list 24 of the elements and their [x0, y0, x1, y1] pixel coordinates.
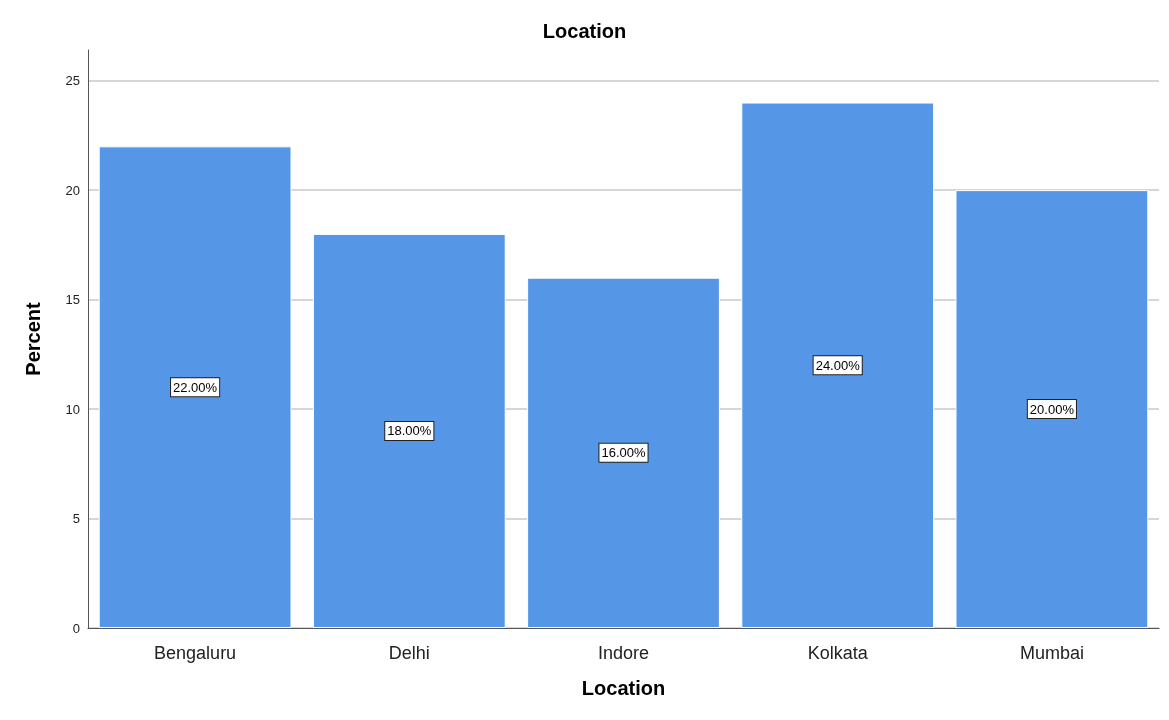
x-tick-label: Kolkata: [807, 643, 869, 663]
y-tick-label: 5: [72, 511, 80, 527]
x-tick-label: Delhi: [388, 643, 430, 663]
x-tick-label: Indore: [597, 643, 650, 663]
y-tick-label: 25: [65, 73, 80, 89]
bar: [527, 277, 720, 628]
bar: [98, 146, 292, 628]
chart-title: Location: [542, 20, 627, 42]
data-label: 24.00%: [815, 357, 861, 373]
y-tick-label: 10: [65, 401, 80, 417]
x-tick-label: Mumbai: [1019, 643, 1084, 663]
bar: [741, 102, 935, 628]
x-tick-label: Bengaluru: [154, 643, 237, 663]
bar: [955, 190, 1149, 628]
x-axis-title: Location: [581, 677, 666, 699]
data-label: 20.00%: [1029, 401, 1075, 417]
y-tick-label: 15: [65, 292, 80, 308]
y-tick-label: 20: [65, 182, 80, 198]
y-axis-title: Percent: [22, 301, 44, 376]
data-label: 16.00%: [601, 445, 646, 461]
y-tick-label: 0: [72, 620, 80, 636]
data-label: 18.00%: [387, 423, 432, 439]
data-label: 22.00%: [173, 379, 218, 395]
bar: [312, 233, 506, 628]
